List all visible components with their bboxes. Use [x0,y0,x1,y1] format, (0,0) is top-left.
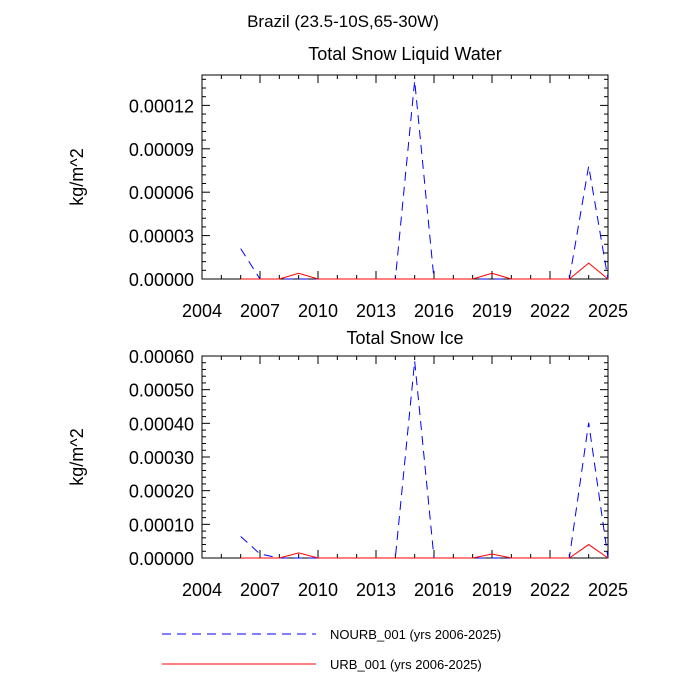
panel-snow-ice: Total Snow Ice kg/m^2 2004 2007 2010 2013 2016… [67,328,628,600]
y-tick-label: 0.00050 [129,381,194,401]
y-tick-label: 0.00000 [129,270,194,290]
y-axis-label: kg/m^2 [67,148,87,205]
x-tick-label: 2019 [472,580,512,600]
x-tick-label: 2010 [298,580,338,600]
panel-title: Total Snow Liquid Water [308,44,501,64]
y-tick-label: 0.00020 [129,482,194,502]
y-tick-label: 0.00010 [129,515,194,535]
x-tick-label: 2007 [240,580,280,600]
x-tick-label: 2016 [414,301,454,321]
panel-title: Total Snow Ice [346,328,463,348]
x-tick-label: 2013 [356,301,396,321]
legend: NOURB_001 (yrs 2006-2025) URB_001 (yrs 20… [162,627,501,672]
y-tick-label: 0.00012 [129,96,194,116]
series-line-nourb-001 [240,80,609,280]
legend-label: NOURB_001 (yrs 2006-2025) [330,627,501,642]
x-tick-label: 2016 [414,580,454,600]
x-tick-label: 2022 [530,580,570,600]
x-tick-label: 2025 [588,580,628,600]
x-tick-label: 2013 [356,580,396,600]
y-tick-label: 0.00006 [129,183,194,203]
y-tick-label: 0.00030 [129,448,194,468]
series-line-urb-001 [240,262,609,280]
x-tick-label: 2004 [182,301,222,321]
y-axis-label: kg/m^2 [67,428,87,485]
x-tick-label: 2025 [588,301,628,321]
y-tick-label: 0.00003 [129,227,194,247]
y-tick-label: 0.00040 [129,414,194,434]
y-tick-label: 0.00000 [129,549,194,569]
x-tick-label: 2010 [298,301,338,321]
y-tick-label: 0.00060 [129,347,194,367]
x-tick-label: 2007 [240,301,280,321]
x-tick-label: 2022 [530,301,570,321]
series-line-urb-001 [240,543,609,559]
x-tick-label: 2004 [182,580,222,600]
legend-label: URB_001 (yrs 2006-2025) [330,657,482,672]
figure-title: Brazil (23.5-10S,65-30W) [247,12,439,31]
panel-snow-liquid-water: Total Snow Liquid Water kg/m^2 2004 2007 201… [67,44,628,321]
x-tick-label: 2019 [472,301,512,321]
y-tick-label: 0.00009 [129,140,194,160]
series-line-nourb-001 [240,361,609,559]
